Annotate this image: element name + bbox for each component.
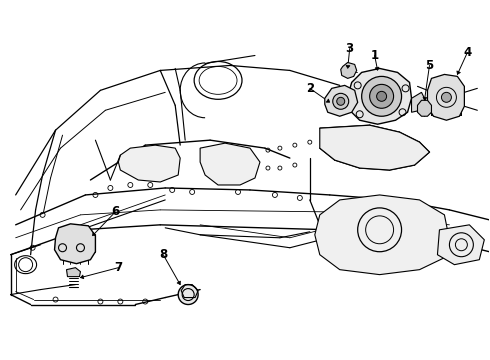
Polygon shape xyxy=(325,85,358,116)
Polygon shape xyxy=(375,67,379,71)
Circle shape xyxy=(333,93,349,109)
Polygon shape xyxy=(423,97,427,100)
Text: 3: 3 xyxy=(345,42,354,55)
Text: 7: 7 xyxy=(114,261,122,274)
Circle shape xyxy=(369,84,393,108)
Polygon shape xyxy=(412,92,425,112)
Circle shape xyxy=(362,76,401,116)
Text: 1: 1 xyxy=(370,49,379,62)
Polygon shape xyxy=(457,71,461,75)
Circle shape xyxy=(377,91,387,101)
Polygon shape xyxy=(315,195,449,275)
Polygon shape xyxy=(80,275,84,279)
Text: 6: 6 xyxy=(111,205,120,219)
Polygon shape xyxy=(341,62,357,78)
Text: 4: 4 xyxy=(463,46,471,59)
Circle shape xyxy=(178,285,198,305)
Polygon shape xyxy=(119,145,180,182)
Polygon shape xyxy=(93,232,96,236)
Text: 2: 2 xyxy=(306,82,314,95)
Polygon shape xyxy=(54,224,96,264)
Circle shape xyxy=(441,92,451,102)
Polygon shape xyxy=(427,75,465,120)
Polygon shape xyxy=(335,92,348,110)
Polygon shape xyxy=(346,65,350,68)
Text: 8: 8 xyxy=(159,248,168,261)
Polygon shape xyxy=(200,143,260,185)
Polygon shape xyxy=(348,68,412,124)
Polygon shape xyxy=(438,225,484,265)
Polygon shape xyxy=(326,99,330,102)
Circle shape xyxy=(337,97,345,105)
Text: 5: 5 xyxy=(425,59,434,72)
Polygon shape xyxy=(320,125,429,170)
Polygon shape xyxy=(417,100,432,116)
Polygon shape xyxy=(177,281,180,285)
Polygon shape xyxy=(67,268,80,276)
